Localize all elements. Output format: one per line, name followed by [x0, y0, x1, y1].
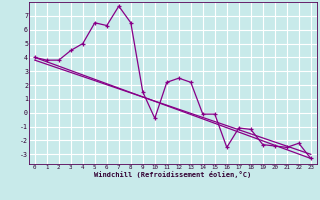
X-axis label: Windchill (Refroidissement éolien,°C): Windchill (Refroidissement éolien,°C): [94, 171, 252, 178]
